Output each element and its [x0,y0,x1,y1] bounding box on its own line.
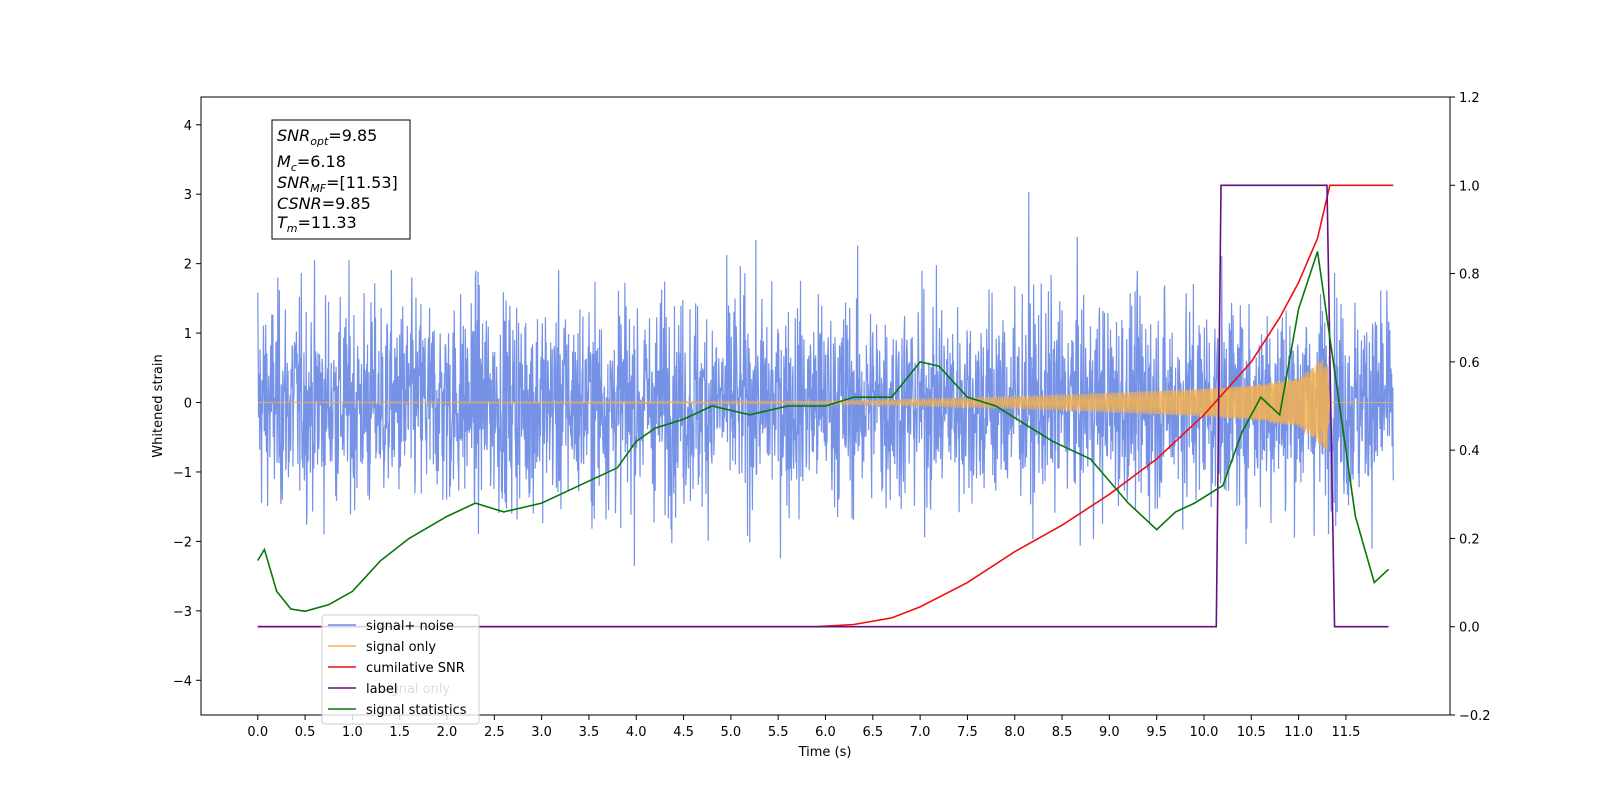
legend-label-stats: signal statistics [366,703,467,718]
x-tick-label: 8.5 [1052,725,1073,740]
y2-tick-label: 0.6 [1459,356,1480,371]
x-tick-label: 3.5 [579,725,600,740]
y-axis-title: Whitened strain [151,354,166,457]
x-tick-label: 1.0 [342,725,363,740]
x-tick-label: 9.0 [1099,725,1120,740]
x-tick-label: 11.5 [1331,725,1360,740]
x-tick-label: 6.0 [815,725,836,740]
plot-area [257,184,1394,628]
y2-tick-label: 0.8 [1459,268,1480,283]
annotation-snr-opt: SNRopt=9.85 [277,126,377,148]
y-tick-label: −4 [173,674,192,689]
y2-tick-label: 1.2 [1459,91,1480,106]
legend-ghost-text: signal only [380,682,450,697]
legend-label-signal: signal only [366,640,436,655]
annotation-tm: Tm=11.33 [277,213,357,235]
x-tick-label: 3.0 [531,725,552,740]
axes: 0.0 0.5 1.0 1.5 2.0 2.5 3.0 3.5 4.0 4.5 5.0 5.5 6.0 6… [173,91,1491,740]
y-tick-label: 0 [184,397,192,412]
y2-tick-label: 1.0 [1459,179,1480,194]
annotation-box: SNRopt=9.85 Mc=6.18 SNRMF=[11.53] CSNR=9… [271,119,411,240]
x-tick-label: 7.5 [957,725,978,740]
series-signal-statistics [257,251,1390,613]
x-tick-label: 9.5 [1146,725,1167,740]
y-tick-label: 1 [184,327,192,342]
x-tick-label: 10.5 [1237,725,1266,740]
x-tick-label: 2.0 [437,725,458,740]
x-tick-label: 8.0 [1004,725,1025,740]
y-tick-label: −3 [173,605,192,620]
legend-label-csnr: cumilative SNR [366,661,465,676]
legend-label-label: label [366,682,397,697]
y-tick-label: 3 [184,188,192,203]
y-tick-label: 4 [184,119,192,134]
series-signal-only [257,358,1394,451]
x-tick-label: 0.5 [295,725,316,740]
x-tick-label: 5.5 [768,725,789,740]
series-signal-noise [257,192,1394,566]
x-tick-label: 11.0 [1284,725,1313,740]
legend: signal only signal+ noise signal only cu… [321,614,480,725]
y2-tick-label: 0.4 [1459,444,1480,459]
x-tick-label: 6.5 [862,725,883,740]
y-tick-label: 2 [184,258,192,273]
x-tick-label: 4.5 [673,725,694,740]
y2-tick-label: 0.0 [1459,621,1480,636]
x-tick-label: 0.0 [247,725,268,740]
x-tick-label: 1.5 [389,725,410,740]
x-tick-label: 4.0 [626,725,647,740]
series-label [257,184,1389,628]
x-tick-label: 10.0 [1190,725,1219,740]
x-axis-title: Time (s) [798,745,852,760]
x-tick-label: 7.0 [910,725,931,740]
x-tick-label: 5.0 [721,725,742,740]
annotation-snr-mf: SNRMF=[11.53] [277,173,398,195]
annotation-csnr: CSNR=9.85 [277,194,371,213]
y2-tick-label: −0.2 [1459,709,1491,724]
series-cumulative-snr [257,184,1394,628]
y2-tick-label: 0.2 [1459,532,1480,547]
y-tick-label: −1 [173,466,192,481]
y-tick-label: −2 [173,535,192,550]
legend-label-noise: signal+ noise [366,619,454,634]
x-tick-label: 2.5 [484,725,505,740]
annotation-mc: Mc=6.18 [277,152,346,174]
